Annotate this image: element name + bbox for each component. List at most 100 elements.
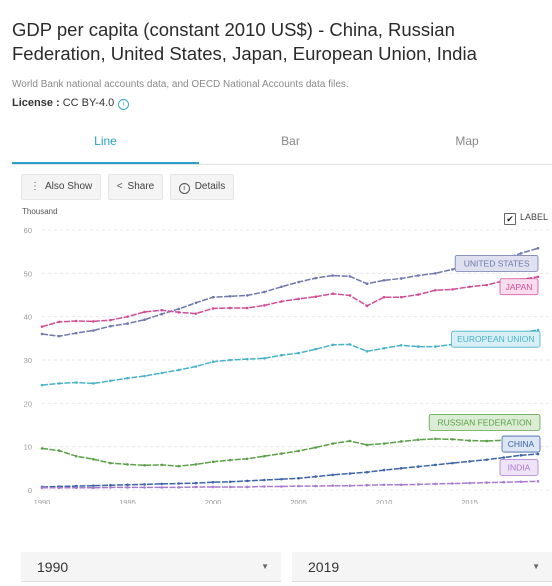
data-point: [109, 461, 112, 465]
series-label-text: EUROPEAN UNION: [457, 334, 534, 344]
data-point: [263, 485, 266, 488]
data-point: [280, 477, 283, 481]
data-point: [297, 449, 300, 453]
data-point: [502, 456, 506, 459]
data-point: [109, 483, 112, 487]
series-line: [41, 329, 539, 386]
data-point: [126, 322, 129, 325]
data-point: [280, 300, 283, 303]
data-point: [211, 360, 215, 364]
label-toggle-text: LABEL: [520, 212, 549, 222]
data-point: [297, 477, 300, 480]
data-point: [245, 479, 249, 483]
data-point: [109, 486, 112, 489]
data-point: [536, 328, 540, 332]
data-point: [434, 463, 437, 467]
data-point: [126, 486, 129, 489]
data-point: [348, 484, 352, 487]
data-point: [40, 332, 44, 336]
chevron-down-icon: ▼: [532, 562, 540, 571]
data-point: [263, 356, 266, 360]
tab-bar[interactable]: Bar: [281, 134, 300, 148]
data-point: [245, 357, 249, 361]
data-point: [348, 343, 352, 346]
data-point: [485, 458, 488, 461]
chart-tabs: Line Bar Map: [12, 124, 552, 165]
y-tick-label: 60: [24, 226, 32, 235]
data-point: [228, 485, 232, 489]
vertical-dots-icon: ⋮: [30, 181, 40, 192]
tab-line[interactable]: Line: [12, 124, 199, 164]
series-label: EUROPEAN UNION: [451, 330, 541, 348]
data-point: [74, 331, 78, 335]
data-point: [57, 382, 61, 385]
info-icon[interactable]: i: [118, 99, 130, 110]
data-point: [74, 486, 78, 490]
series-label: UNITED STATES: [454, 254, 539, 272]
share-button[interactable]: < Share: [107, 174, 164, 200]
data-point: [74, 381, 78, 384]
data-point: [74, 454, 78, 458]
data-point: [57, 320, 61, 324]
data-point: [468, 285, 471, 289]
data-point: [177, 486, 181, 489]
y-tick-label: 0: [28, 486, 32, 495]
start-year-select[interactable]: 1990 ▼: [21, 552, 281, 582]
data-point: [468, 481, 471, 485]
data-point: [485, 439, 488, 443]
data-point: [194, 463, 198, 466]
data-point: [399, 467, 403, 470]
data-point: [297, 351, 300, 355]
data-point: [451, 288, 454, 291]
label-toggle[interactable]: ✔ LABEL: [504, 212, 548, 225]
series-label: INDIA: [499, 459, 539, 476]
data-point: [331, 484, 335, 487]
license-value[interactable]: CC BY-4.0: [62, 97, 115, 109]
data-point: [382, 347, 386, 350]
data-point: [280, 285, 283, 289]
series-label: RUSSIAN FEDERATION: [428, 413, 541, 431]
data-point: [314, 475, 317, 478]
data-point: [57, 334, 61, 338]
data-point: [348, 472, 352, 475]
data-point: [177, 311, 181, 314]
data-point: [297, 484, 300, 488]
data-point: [416, 345, 420, 348]
data-point: [519, 252, 523, 255]
data-point: [365, 282, 369, 286]
data-point: [194, 301, 198, 305]
data-point: [160, 486, 164, 489]
data-point: [365, 483, 369, 487]
tab-map[interactable]: Map: [455, 134, 479, 148]
data-point: [228, 306, 232, 310]
data-point: [485, 283, 488, 287]
data-point: [382, 442, 386, 445]
data-point: [228, 358, 232, 362]
data-point: [57, 486, 61, 490]
also-show-button[interactable]: ⋮ Also Show: [21, 174, 102, 200]
data-point: [536, 246, 540, 250]
series-label-box: [499, 278, 539, 296]
data-point: [399, 440, 403, 443]
data-point: [365, 304, 369, 308]
data-point: [92, 329, 95, 332]
data-point: [245, 457, 249, 461]
data-point: [399, 277, 403, 280]
data-point: [451, 268, 454, 271]
data-point: [434, 345, 437, 348]
data-point: [211, 307, 215, 310]
data-point: [348, 439, 352, 443]
data-point: [416, 293, 420, 296]
end-year-select[interactable]: 2019 ▼: [292, 552, 552, 582]
data-point: [126, 463, 129, 466]
data-point: [451, 438, 454, 441]
source-note: World Bank national accounts data, and O…: [12, 79, 349, 90]
share-icon: <: [116, 181, 123, 192]
data-point: [194, 481, 198, 485]
data-point: [365, 443, 369, 447]
data-point: [228, 295, 232, 298]
data-point: [143, 374, 146, 378]
checkbox-icon[interactable]: ✔: [504, 213, 516, 225]
series-line: [42, 480, 539, 489]
details-button[interactable]: i Details: [169, 174, 235, 200]
